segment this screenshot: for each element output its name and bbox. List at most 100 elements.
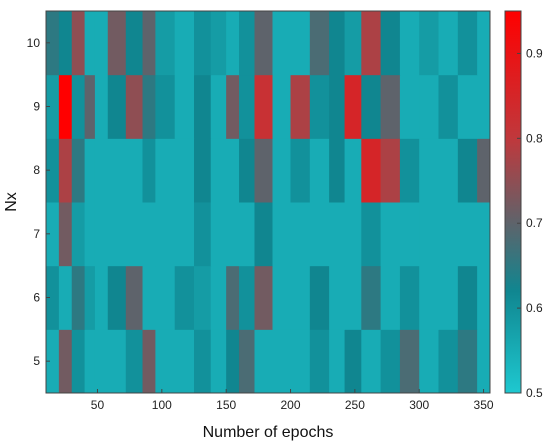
heatmap-cell [155,138,176,203]
heatmap-cell [457,202,478,267]
x-tick-label: 200 [281,398,301,412]
heatmap-cell [210,11,227,76]
heatmap-cell [58,74,73,139]
heatmap-cell [226,138,240,203]
x-tick-label: 100 [152,398,172,412]
colorbar [504,10,522,394]
heatmap-cell [58,11,73,76]
heatmap-cell [309,74,330,139]
heatmap-cell [94,11,109,76]
heatmap-cell [272,265,292,330]
heatmap-cell [71,11,86,76]
heatmap-cell [457,138,478,203]
y-axis: 5 6 7 8 9 10 [27,36,50,368]
heatmap-cell [239,265,255,330]
heatmap-cell [142,11,156,76]
heatmap-cell [329,138,346,203]
heatmap-cell [239,74,255,139]
heatmap-cell [361,11,382,76]
heatmap-cell [344,265,362,330]
heatmap-cell [107,265,127,330]
heatmap-cell [46,265,60,330]
y-tick-label: 10 [27,36,41,50]
heatmap-cell [477,74,491,139]
heatmap-cell [107,202,127,267]
heatmap-cell [84,138,96,203]
y-tick-label: 5 [33,354,40,368]
heatmap-cell [226,202,240,267]
heatmap-cell [419,11,440,76]
heatmap-cell [125,11,144,76]
heatmap-cell [155,11,176,76]
heatmap-cell [419,202,440,267]
heatmap-cell [477,329,491,394]
heatmap-cell [46,138,60,203]
heatmap-cell [290,265,311,330]
y-tick-label: 9 [33,100,40,114]
heatmap-cell [174,265,195,330]
heatmap-cell [94,138,109,203]
heatmap-cell [71,202,86,267]
heatmap-cell [142,138,156,203]
heatmap-cell [125,74,144,139]
heatmap-cell [107,329,127,394]
heatmap-cell [329,74,346,139]
heatmap-cell [438,138,459,203]
heatmap-cell [174,138,195,203]
colorbar-tick-label: 0.6 [526,301,543,315]
heatmap-cell [361,329,382,394]
heatmap-cell [309,202,330,267]
heatmap-cell [107,74,127,139]
heatmap-cell [272,11,292,76]
heatmap-cell [142,265,156,330]
heatmap-cell [272,138,292,203]
heatmap-cell [94,74,109,139]
heatmap-cell [477,265,491,330]
heatmap-cell [361,202,382,267]
x-tick-label: 150 [216,398,236,412]
colorbar-tick-label: 0.8 [526,131,543,145]
heatmap-cell [194,11,212,76]
heatmap-cell [239,329,255,394]
heatmap-cell [210,329,227,394]
heatmap-cell [254,265,274,330]
heatmap-cell [239,202,255,267]
colorbar-tick-label: 0.5 [526,386,543,400]
heatmap-cell [254,329,274,394]
heatmap-cell [58,329,73,394]
heatmap-cell [344,74,362,139]
heatmap-cell [174,329,195,394]
heatmap-cell [380,265,401,330]
heatmap-cell [194,265,212,330]
y-tick-label: 7 [33,227,40,241]
heatmap-cell [46,202,60,267]
heatmap-cell [155,74,176,139]
x-tick-label: 50 [91,398,105,412]
colorbar-tick-label: 0.7 [526,216,543,230]
x-tick-label: 250 [345,398,365,412]
heatmap-cell [380,11,401,76]
heatmap-cell [309,265,330,330]
heatmap-cell [71,329,86,394]
heatmap-cell [361,265,382,330]
heatmap-cell [329,265,346,330]
heatmap-cell [399,11,420,76]
heatmap-cell [239,11,255,76]
heatmap-cell [477,138,491,203]
heatmap-cell [94,202,109,267]
heatmap-cell [125,138,144,203]
heatmap-cell [254,74,274,139]
heatmap-cell [226,329,240,394]
heatmap-cell [309,11,330,76]
heatmap-cell [194,329,212,394]
heatmap-cell [361,74,382,139]
plot-frame [45,10,491,394]
heatmap-cell [71,265,86,330]
heatmap-cell [344,202,362,267]
heatmap-cell [438,202,459,267]
heatmap-cell [174,11,195,76]
heatmap-cell [155,202,176,267]
heatmap-cells [46,11,491,394]
heatmap-cell [272,202,292,267]
heatmap-cell [84,74,96,139]
